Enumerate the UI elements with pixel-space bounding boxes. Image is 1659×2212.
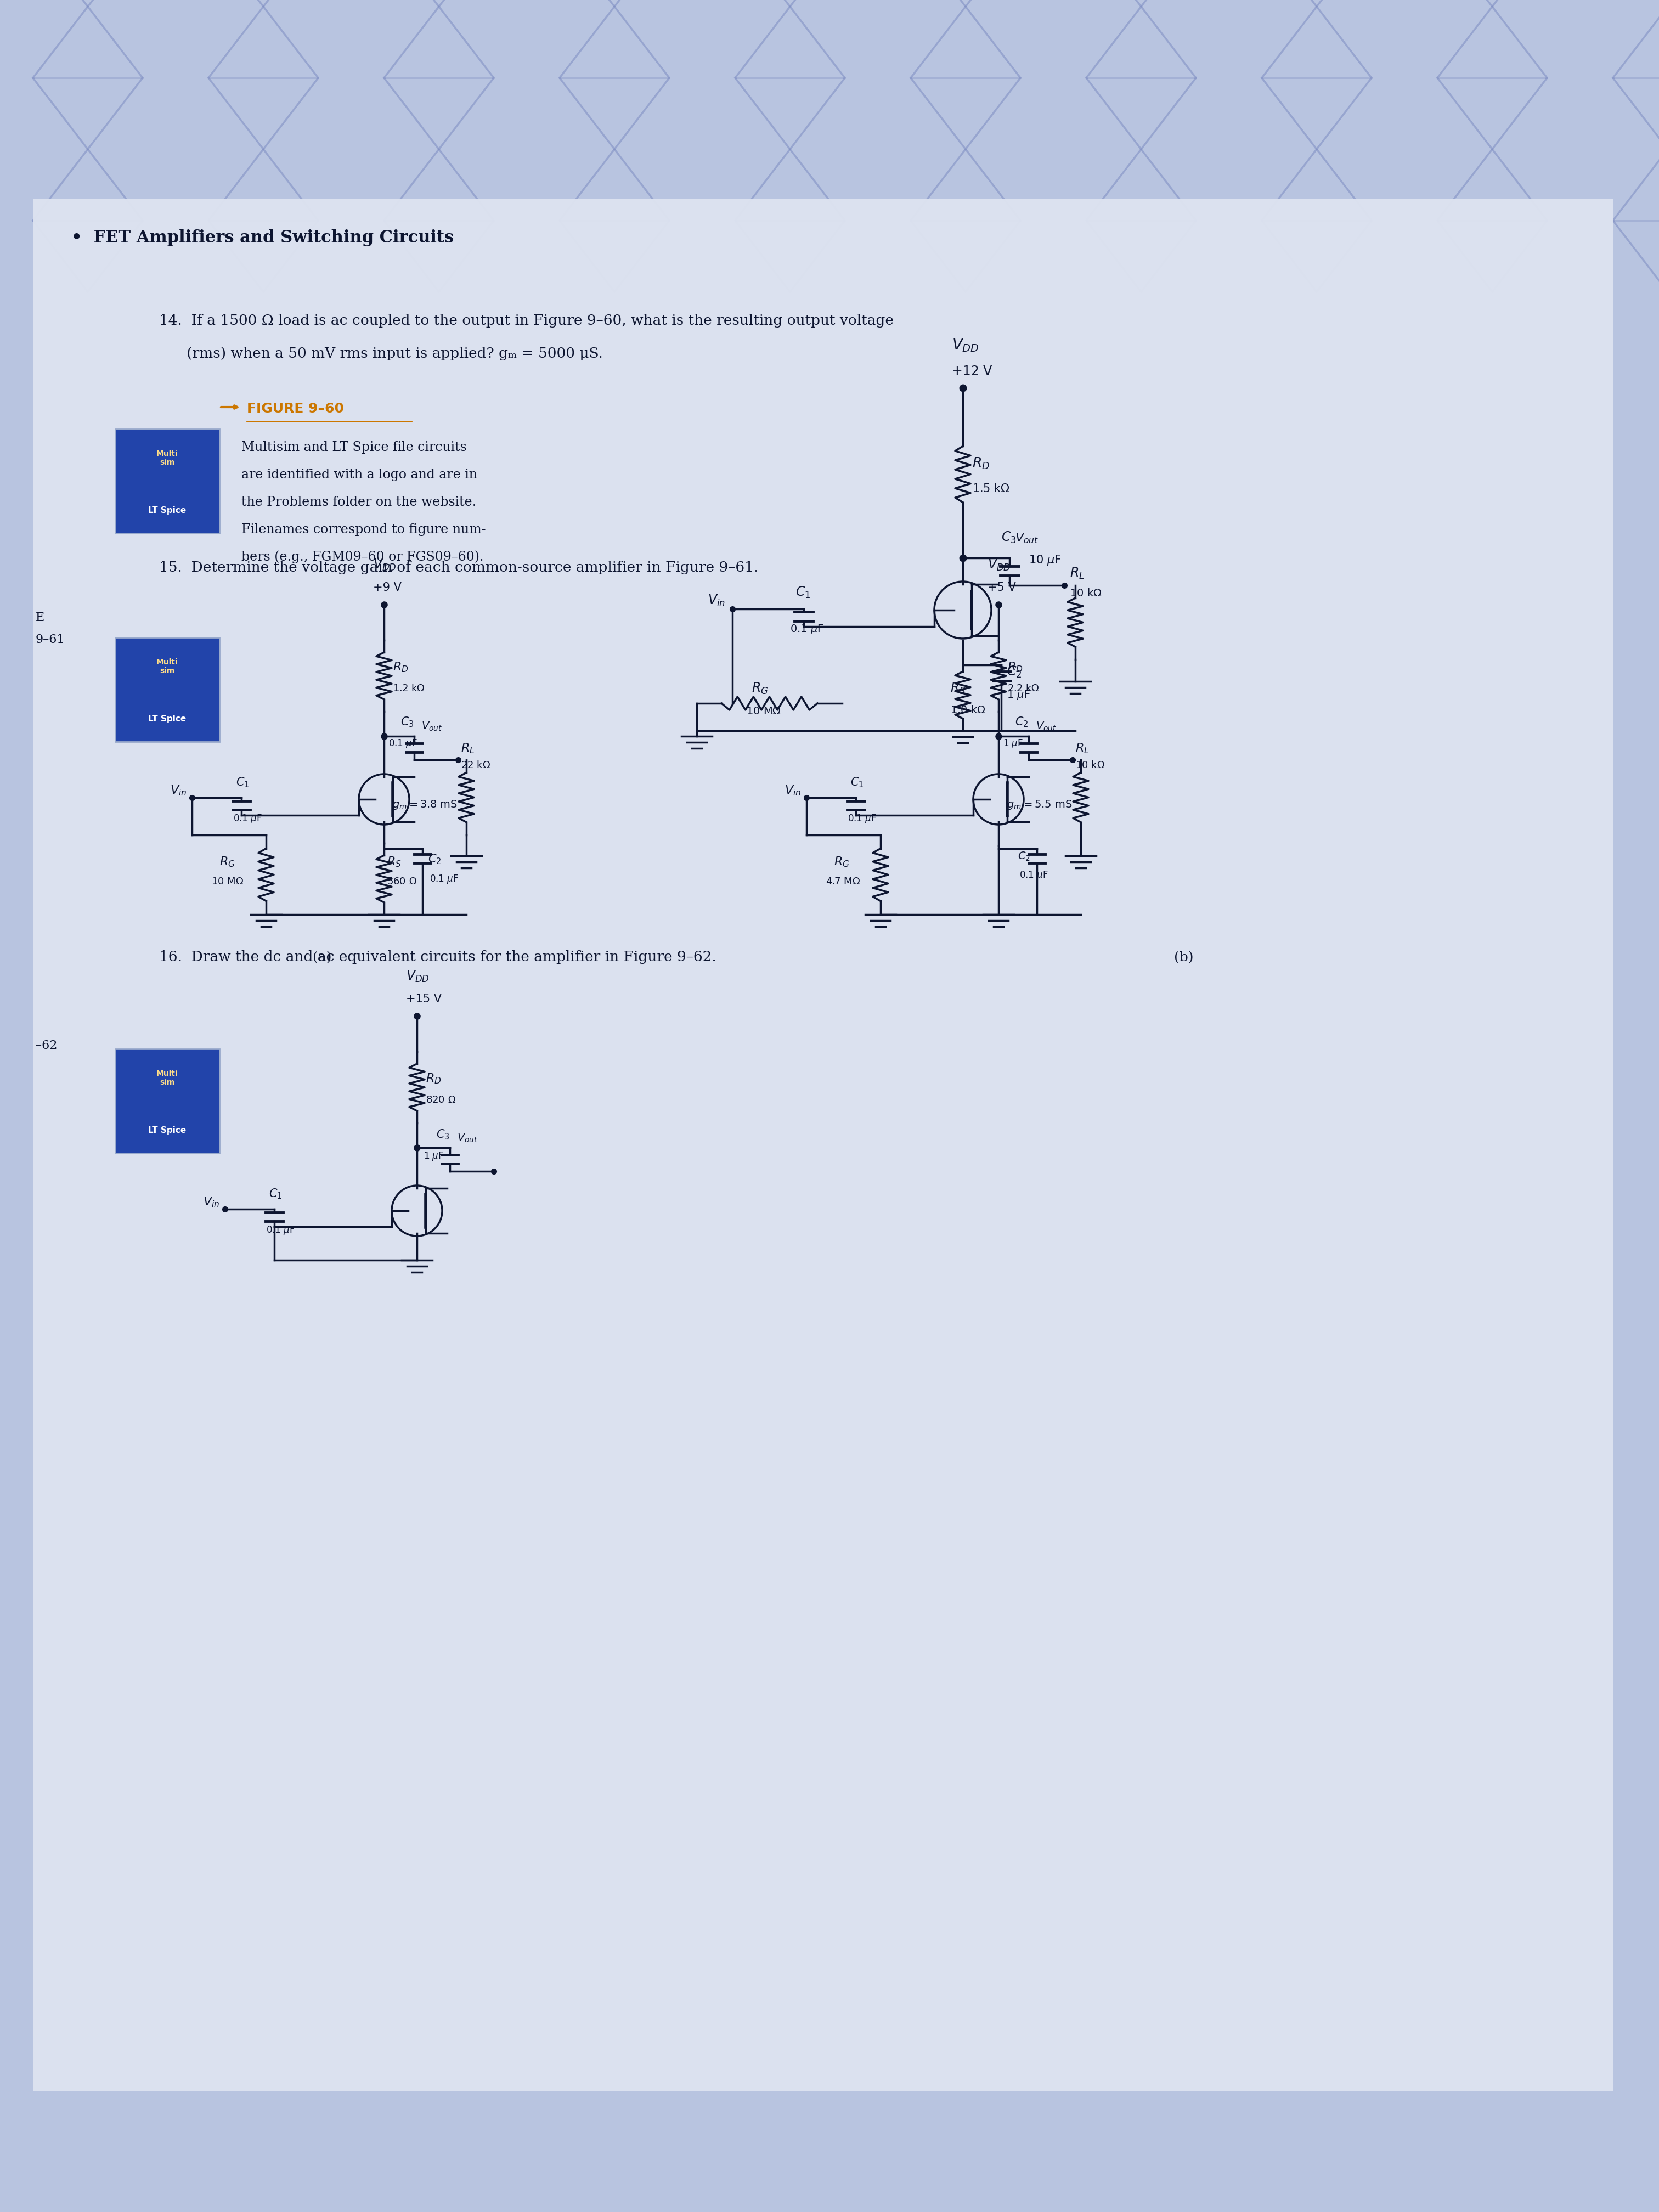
Text: $C_2$: $C_2$	[1017, 852, 1030, 863]
Text: $V_{out}$: $V_{out}$	[456, 1133, 478, 1144]
Text: 10 M$\Omega$: 10 M$\Omega$	[211, 876, 244, 887]
Text: 1 $\mu$F: 1 $\mu$F	[423, 1150, 445, 1161]
Text: 15.  Determine the voltage gain of each common-source amplifier in Figure 9–61.: 15. Determine the voltage gain of each c…	[159, 560, 758, 575]
Text: 1 $\mu$F: 1 $\mu$F	[1002, 739, 1024, 750]
Text: $V_{DD}$: $V_{DD}$	[373, 557, 397, 573]
Text: $R_D$: $R_D$	[426, 1073, 441, 1084]
Text: $R_L$: $R_L$	[1070, 566, 1085, 580]
Text: $C_3$: $C_3$	[400, 714, 415, 728]
Text: 14.  If a 1500 Ω load is ac coupled to the output in Figure 9–60, what is the re: 14. If a 1500 Ω load is ac coupled to th…	[159, 314, 894, 327]
Text: Multi
sim: Multi sim	[156, 449, 178, 467]
Text: LT Spice: LT Spice	[148, 714, 186, 723]
Text: (b): (b)	[1175, 951, 1193, 964]
Text: $R_G$: $R_G$	[834, 856, 849, 869]
Text: 0.1 $\mu$F: 0.1 $\mu$F	[265, 1225, 295, 1237]
Text: Multi
sim: Multi sim	[156, 659, 178, 675]
Text: $R_L$: $R_L$	[1075, 741, 1088, 754]
Text: $V_{out}$: $V_{out}$	[1035, 721, 1057, 732]
Text: 10 k$\Omega$: 10 k$\Omega$	[1075, 761, 1105, 770]
Text: $R_D$: $R_D$	[1007, 661, 1024, 672]
Text: $R_L$: $R_L$	[461, 741, 474, 754]
Text: 10 k$\Omega$: 10 k$\Omega$	[1070, 588, 1102, 599]
Text: $C_2$: $C_2$	[1007, 666, 1022, 679]
Text: $R_S$: $R_S$	[387, 856, 401, 869]
Text: $V_{DD}$: $V_{DD}$	[406, 969, 430, 984]
Text: 820 $\Omega$: 820 $\Omega$	[426, 1095, 456, 1106]
Text: $C_2$: $C_2$	[428, 852, 441, 865]
Text: 560 $\Omega$: 560 $\Omega$	[387, 876, 416, 887]
Text: $V_{in}$: $V_{in}$	[171, 783, 187, 796]
Text: bers (e.g., FGM09–60 or FGS09–60).: bers (e.g., FGM09–60 or FGS09–60).	[242, 551, 484, 564]
Text: +9 V: +9 V	[373, 582, 401, 593]
Text: $g_m = 5.5$ mS: $g_m = 5.5$ mS	[1007, 799, 1072, 812]
Text: E: E	[35, 613, 45, 624]
Text: $C_1$: $C_1$	[236, 776, 249, 790]
Text: 22 k$\Omega$: 22 k$\Omega$	[461, 761, 491, 770]
Text: 1 $\mu$F: 1 $\mu$F	[1007, 690, 1030, 701]
Text: 2.2 k$\Omega$: 2.2 k$\Omega$	[1007, 684, 1040, 692]
Text: $R_S$: $R_S$	[951, 681, 966, 697]
Text: are identified with a logo and are in: are identified with a logo and are in	[242, 469, 478, 482]
Text: $V_{DD}$: $V_{DD}$	[952, 336, 979, 354]
Text: FIGURE 9–60: FIGURE 9–60	[247, 403, 343, 416]
Text: $C_1$: $C_1$	[851, 776, 864, 790]
Text: $V_{in}$: $V_{in}$	[785, 783, 801, 796]
Text: $C_1$: $C_1$	[269, 1188, 282, 1201]
Text: 1.0 k$\Omega$: 1.0 k$\Omega$	[951, 706, 985, 714]
Text: $C_3$: $C_3$	[1002, 531, 1017, 544]
Text: $V_{DD}$: $V_{DD}$	[987, 557, 1010, 573]
Text: 0.1 $\mu$F: 0.1 $\mu$F	[848, 814, 876, 825]
Text: $V_{out}$: $V_{out}$	[421, 721, 443, 732]
Text: 1.2 k$\Omega$: 1.2 k$\Omega$	[393, 684, 425, 692]
Text: +15 V: +15 V	[406, 993, 441, 1004]
Text: LT Spice: LT Spice	[148, 507, 186, 515]
Text: +5 V: +5 V	[987, 582, 1015, 593]
Text: $V_{in}$: $V_{in}$	[708, 593, 725, 608]
Text: $V_{in}$: $V_{in}$	[202, 1194, 219, 1208]
Text: 0.1 $\mu$F: 0.1 $\mu$F	[388, 739, 418, 750]
Text: $C_3$: $C_3$	[436, 1128, 450, 1141]
Text: 10 M$\Omega$: 10 M$\Omega$	[747, 706, 781, 717]
Text: –62: –62	[35, 1040, 58, 1051]
Text: 0.1 $\mu$F: 0.1 $\mu$F	[430, 874, 458, 885]
Text: 4.7 M$\Omega$: 4.7 M$\Omega$	[826, 876, 861, 887]
Text: $g_m = 3.8$ mS: $g_m = 3.8$ mS	[392, 799, 458, 812]
Text: 0.1 $\mu$F: 0.1 $\mu$F	[234, 814, 262, 825]
Text: $R_D$: $R_D$	[393, 661, 408, 672]
Text: (rms) when a 50 mV rms input is applied? gₘ = 5000 μS.: (rms) when a 50 mV rms input is applied?…	[159, 347, 602, 361]
Text: Filenames correspond to figure num-: Filenames correspond to figure num-	[242, 524, 486, 535]
Text: $R_G$: $R_G$	[219, 856, 236, 869]
Text: $R_G$: $R_G$	[752, 681, 768, 697]
Bar	[114, 429, 219, 533]
Text: the Problems folder on the website.: the Problems folder on the website.	[242, 495, 476, 509]
Text: 0.1 $\mu$F: 0.1 $\mu$F	[1019, 869, 1048, 880]
Text: 16.  Draw the dc and ac equivalent circuits for the amplifier in Figure 9–62.: 16. Draw the dc and ac equivalent circui…	[159, 951, 717, 964]
Text: 0.1 $\mu$F: 0.1 $\mu$F	[790, 624, 825, 635]
Text: 10 $\mu$F: 10 $\mu$F	[1029, 553, 1062, 566]
Bar	[114, 637, 219, 741]
Bar	[114, 1048, 219, 1152]
Text: (a): (a)	[312, 951, 332, 964]
Text: 9–61: 9–61	[35, 633, 65, 646]
Text: $V_{out}$: $V_{out}$	[1015, 531, 1039, 544]
Text: $R_D$: $R_D$	[972, 456, 990, 471]
Text: +12 V: +12 V	[952, 365, 992, 378]
Text: Multisim and LT Spice file circuits: Multisim and LT Spice file circuits	[242, 440, 466, 453]
Text: •  FET Amplifiers and Switching Circuits: • FET Amplifiers and Switching Circuits	[71, 230, 455, 246]
Text: $C_2$: $C_2$	[1015, 714, 1029, 728]
Text: LT Spice: LT Spice	[148, 1126, 186, 1135]
Text: $C_1$: $C_1$	[795, 586, 811, 599]
Text: 1.5 k$\Omega$: 1.5 k$\Omega$	[972, 484, 1010, 493]
Bar	[33, 199, 1613, 2090]
Text: Multi
sim: Multi sim	[156, 1071, 178, 1086]
